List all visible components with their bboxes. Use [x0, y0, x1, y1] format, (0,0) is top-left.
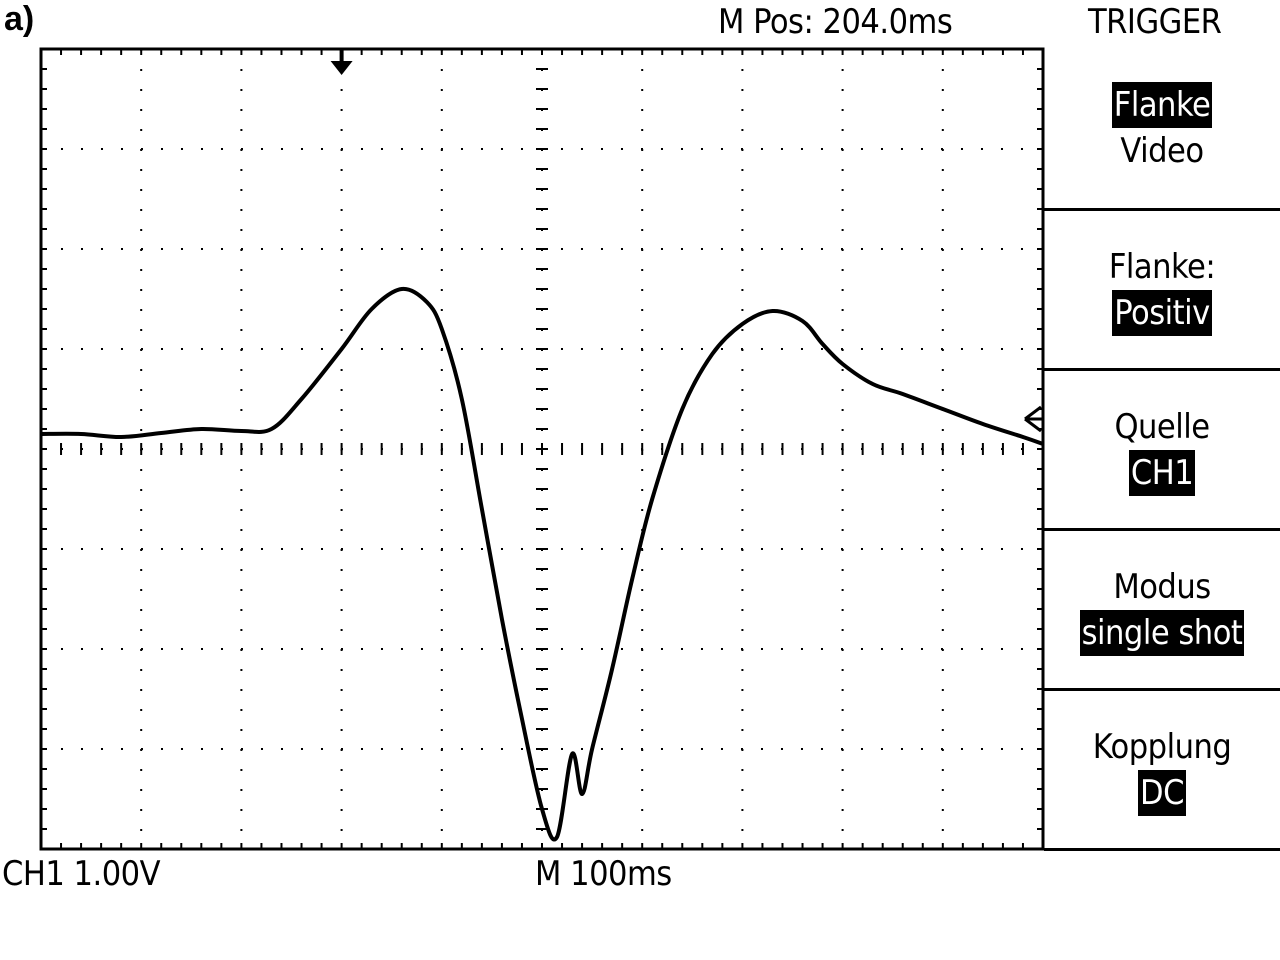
menu-title: TRIGGER: [1088, 2, 1222, 42]
timebase-readout: M 100ms: [535, 854, 672, 894]
menu-button-coupling[interactable]: Kopplung DC: [1044, 691, 1280, 849]
graticule-center-ticks: [40, 48, 1044, 850]
menu-label-slope: Flanke:: [1108, 247, 1216, 287]
menu-button-source[interactable]: Quelle CH1: [1044, 371, 1280, 529]
trigger-level-marker-icon: [1024, 405, 1043, 433]
menu-value-source: CH1: [1128, 450, 1196, 496]
menu-label-source: Quelle: [1114, 407, 1210, 447]
menu-divider: [1044, 688, 1280, 691]
menu-option-edge: Flanke: [1111, 82, 1213, 128]
ch1-waveform-trace: [40, 286, 1044, 842]
horizontal-position-readout: M Pos: 204.0ms: [718, 2, 953, 42]
menu-button-slope[interactable]: Flanke: Positiv: [1044, 211, 1280, 369]
menu-value-mode: single shot: [1079, 610, 1245, 656]
menu-label-coupling: Kopplung: [1092, 727, 1232, 767]
menu-divider: [1044, 368, 1280, 371]
menu-button-type[interactable]: Flanke Video: [1044, 49, 1280, 207]
menu-value-coupling: DC: [1138, 770, 1186, 816]
menu-divider: [1044, 208, 1280, 211]
trigger-position-marker-icon: [330, 49, 353, 75]
channel-scale-readout: CH1 1.00V: [2, 854, 161, 894]
menu-divider: [1044, 848, 1280, 851]
menu-option-video: Video: [1120, 131, 1204, 171]
menu-button-mode[interactable]: Modus single shot: [1044, 531, 1280, 689]
menu-label-mode: Modus: [1113, 567, 1211, 607]
panel-label: a): [4, 0, 35, 38]
menu-value-slope: Positiv: [1112, 290, 1212, 336]
menu-divider: [1044, 528, 1280, 531]
